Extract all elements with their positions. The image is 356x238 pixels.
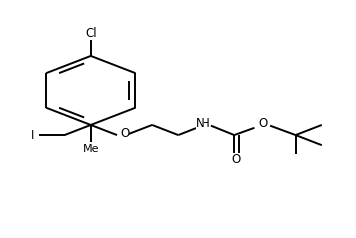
Text: Cl: Cl bbox=[85, 27, 96, 40]
Text: I: I bbox=[31, 129, 34, 142]
Text: H: H bbox=[201, 117, 210, 130]
Text: O: O bbox=[259, 118, 268, 130]
Text: O: O bbox=[120, 127, 130, 140]
Text: N: N bbox=[195, 117, 204, 130]
Text: Me: Me bbox=[83, 144, 99, 154]
Text: O: O bbox=[232, 154, 241, 166]
